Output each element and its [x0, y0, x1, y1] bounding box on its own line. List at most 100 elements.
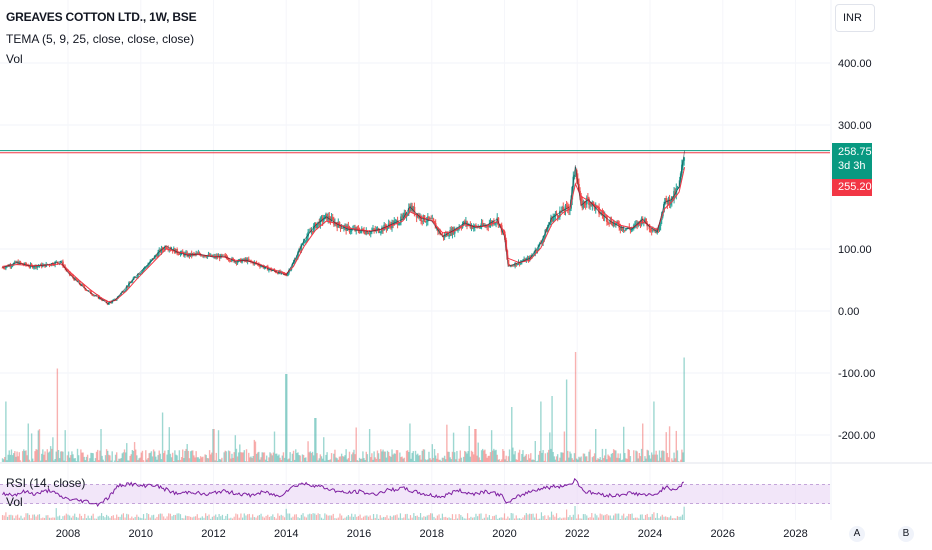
volume-bar [667, 457, 670, 462]
volume-bar [544, 453, 547, 462]
volume-bar [483, 517, 485, 520]
volume-bar [90, 515, 93, 520]
volume-bar [190, 450, 193, 462]
volume-bar [34, 451, 36, 462]
volume-bar [13, 518, 15, 520]
volume-bar [334, 518, 336, 520]
volume-bar [37, 430, 40, 462]
volume-bar [91, 452, 93, 462]
volume-bar [252, 455, 254, 462]
volume-bar [147, 514, 150, 520]
volume-bar [411, 452, 413, 462]
volume-bar [415, 454, 418, 462]
candle-body [480, 222, 483, 228]
candle-body [206, 255, 209, 258]
volume-bar [477, 442, 479, 462]
candle-body [315, 223, 317, 228]
volume-legend[interactable]: Vol [6, 52, 23, 66]
candle-body [76, 280, 79, 282]
candle-body [542, 238, 545, 243]
volume-bar [4, 456, 6, 462]
candle-body [431, 218, 434, 220]
candle-body [260, 266, 262, 267]
auto-scale-button[interactable]: A [849, 526, 865, 542]
volume-bar [395, 450, 398, 462]
volume-bar [393, 453, 395, 462]
volume-bar [643, 461, 645, 462]
volume-bar [320, 456, 323, 462]
volume-bar [9, 454, 12, 462]
volume-bar [38, 514, 41, 520]
candle-body [247, 258, 250, 261]
volume-bar [124, 452, 127, 462]
volume-bar [574, 506, 576, 520]
volume-bar [568, 457, 570, 462]
volume-pane-legend[interactable]: Vol [6, 495, 23, 509]
candle-body [312, 225, 315, 232]
volume-bar [158, 514, 160, 520]
candle-body [322, 219, 325, 222]
candle-body [554, 213, 557, 216]
candle-body [197, 252, 200, 254]
volume-bar [656, 513, 658, 520]
volume-bar [441, 513, 443, 520]
volume-bar [189, 451, 192, 462]
candle-body [116, 296, 119, 299]
candle-body [223, 254, 226, 256]
tema-legend[interactable]: TEMA (5, 9, 25, close, close, close) [6, 32, 195, 46]
volume-bar [235, 448, 238, 462]
volume-bar [406, 513, 408, 520]
volume-bar [621, 459, 624, 462]
volume-bar [357, 516, 360, 520]
volume-bar [678, 516, 680, 520]
candle-body [224, 255, 227, 256]
symbol-title[interactable]: GREAVES COTTON LTD., 1W, BSE [6, 10, 197, 24]
volume-bar [580, 456, 582, 462]
rsi-legend[interactable]: RSI (14, close) [6, 476, 86, 490]
volume-bar [10, 514, 12, 520]
price-axis[interactable]: 400.00 300.00 100.00 0.00 -100.00 -200.00 [838, 58, 875, 442]
volume-bar [128, 460, 130, 462]
volume-bar [335, 457, 337, 462]
candle-body [628, 227, 631, 229]
candle-body [46, 263, 49, 265]
volume-bar [477, 516, 479, 520]
volume-bar [423, 449, 426, 462]
volume-bar [370, 457, 372, 462]
volume-bar [68, 457, 71, 462]
volume-bar [534, 441, 536, 462]
volume-bar [302, 455, 305, 462]
volume-bar [30, 433, 33, 462]
volume-bar [659, 457, 662, 462]
volume-bar [40, 518, 42, 520]
currency-selector[interactable]: INR [835, 4, 875, 32]
time-axis[interactable]: 2008 2010 2012 2014 2016 2018 2020 2022 2024 2026… [56, 528, 808, 540]
volume-bar [512, 447, 514, 462]
volume-bar [121, 514, 123, 520]
volume-bar [302, 513, 304, 520]
log-scale-button[interactable]: B [898, 526, 914, 542]
candle-body [194, 253, 196, 255]
candle-body [349, 230, 352, 232]
volume-bar [381, 517, 383, 520]
volume-bar [570, 453, 572, 462]
volume-bar [361, 518, 363, 520]
candle-body [401, 216, 403, 218]
volume-bar [603, 455, 606, 462]
volume-bar [268, 457, 270, 462]
candle-body [479, 227, 482, 228]
volume-bar [227, 450, 230, 462]
volume-bar [484, 449, 486, 462]
volume-bar [117, 460, 119, 462]
volume-bar [654, 517, 657, 520]
candle-body [227, 259, 230, 261]
volume-bar [371, 453, 373, 462]
volume-bar [447, 451, 449, 462]
volume-bar [358, 457, 361, 462]
volume-bar [238, 517, 240, 520]
candle-body [153, 255, 156, 260]
candle-body [303, 241, 306, 243]
candle-body [416, 214, 419, 218]
candle-body [387, 223, 390, 227]
